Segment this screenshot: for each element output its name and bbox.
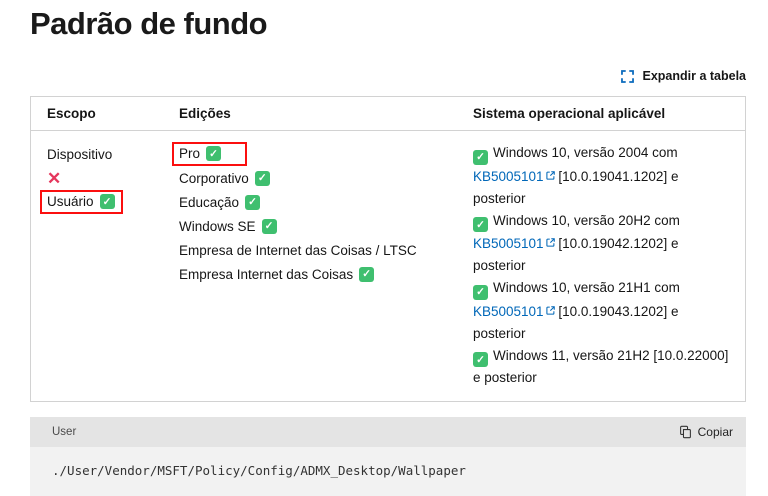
expand-table-label: Expandir a tabela bbox=[642, 69, 746, 83]
annotation-box-pro: Pro bbox=[172, 142, 248, 166]
os-entry: Windows 11, versão 21H2 [10.0.22000] e p… bbox=[473, 345, 729, 390]
os-entry: Windows 10, versão 20H2 com KB5005101 [1… bbox=[473, 210, 729, 278]
copy-button[interactable]: Copiar bbox=[679, 425, 733, 439]
os-entry: Windows 10, versão 2004 com KB5005101 [1… bbox=[473, 142, 729, 210]
external-link-icon bbox=[545, 300, 555, 322]
os-text: [10.0.19041.1202] e posterior bbox=[473, 168, 679, 206]
os-cell: Windows 10, versão 2004 com KB5005101 [1… bbox=[457, 131, 746, 402]
check-icon bbox=[473, 149, 488, 165]
editions-cell: Pro Corporativo Educação Windows SE bbox=[163, 131, 457, 402]
page-content: Padrão de fundo Expandir a tabela Escopo… bbox=[0, 6, 768, 496]
user-label: Usuário bbox=[47, 194, 94, 209]
check-icon bbox=[473, 352, 488, 367]
kb-link[interactable]: KB5005101 bbox=[473, 168, 544, 184]
annotation-box-user: Usuário bbox=[40, 190, 123, 214]
policy-table: Escopo Edições Sistema operacional aplic… bbox=[30, 96, 746, 402]
external-link-icon bbox=[545, 232, 555, 254]
copy-label: Copiar bbox=[697, 425, 733, 439]
device-scope: Dispositivo bbox=[47, 142, 147, 166]
edition-row: Empresa Internet das Coisas bbox=[179, 262, 441, 286]
os-text: [10.0.19043.1202] e posterior bbox=[473, 303, 679, 341]
edition-label: Empresa Internet das Coisas bbox=[179, 266, 354, 282]
device-label: Dispositivo bbox=[47, 146, 113, 162]
copy-icon bbox=[679, 425, 692, 439]
cross-icon bbox=[47, 170, 61, 187]
check-icon bbox=[473, 284, 488, 300]
check-icon bbox=[473, 217, 488, 232]
os-text: Windows 10, versão 2004 com bbox=[493, 145, 678, 160]
column-header-escopo: Escopo bbox=[30, 96, 163, 131]
expand-table-button[interactable]: Expandir a tabela bbox=[621, 69, 746, 83]
os-text: [10.0.19042.1202] e posterior bbox=[473, 236, 679, 273]
page-title: Padrão de fundo bbox=[30, 6, 268, 41]
table-tools: Expandir a tabela bbox=[30, 69, 746, 83]
check-icon bbox=[254, 170, 270, 186]
check-icon bbox=[261, 218, 277, 234]
table-header-row: Escopo Edições Sistema operacional aplic… bbox=[30, 96, 746, 131]
column-header-os: Sistema operacional aplicável bbox=[457, 96, 746, 131]
table-row: Dispositivo Usuário bbox=[31, 131, 746, 402]
check-icon bbox=[245, 194, 261, 210]
edition-label: Windows SE bbox=[179, 218, 256, 234]
check-icon bbox=[359, 266, 375, 282]
code-language-label: User bbox=[52, 426, 77, 438]
column-header-edicoes: Edições bbox=[163, 96, 457, 131]
edition-row: Windows SE bbox=[179, 214, 441, 238]
kb-link[interactable]: KB5005101 bbox=[473, 236, 544, 251]
edition-row: Empresa de Internet das Coisas / LTSC bbox=[179, 238, 441, 262]
expand-icon bbox=[621, 69, 635, 83]
edition-row: Corporativo bbox=[179, 166, 441, 190]
edition-label: Educação bbox=[179, 194, 240, 210]
edition-label: Pro bbox=[179, 146, 201, 161]
edition-row: Pro bbox=[172, 142, 441, 166]
code-text: ./User/Vendor/MSFT/Policy/Config/ADMX_De… bbox=[52, 463, 466, 478]
edition-label: Corporativo bbox=[179, 170, 249, 186]
external-link-icon bbox=[545, 165, 555, 187]
os-text: Windows 10, versão 21H1 com bbox=[493, 280, 680, 295]
kb-link[interactable]: KB5005101 bbox=[473, 303, 544, 319]
code-block: User Copiar ./User/Vendor/MSFT/Policy/Co… bbox=[30, 417, 746, 496]
code-body: ./User/Vendor/MSFT/Policy/Config/ADMX_De… bbox=[30, 447, 746, 496]
user-scope: Usuário bbox=[40, 190, 147, 214]
edition-label: Empresa de Internet das Coisas / LTSC bbox=[179, 242, 417, 258]
device-unsupported bbox=[47, 166, 147, 190]
os-entry: Windows 10, versão 21H1 com KB5005101 [1… bbox=[473, 277, 729, 345]
code-block-header: User Copiar bbox=[30, 417, 746, 447]
edition-row: Educação bbox=[179, 190, 441, 214]
os-text: Windows 10, versão 20H2 com bbox=[493, 212, 680, 228]
os-text: Windows 11, versão 21H2 [10.0.22000] e p… bbox=[473, 347, 729, 386]
scope-cell: Dispositivo Usuário bbox=[31, 131, 164, 402]
check-icon bbox=[206, 146, 222, 161]
check-icon bbox=[99, 194, 115, 209]
